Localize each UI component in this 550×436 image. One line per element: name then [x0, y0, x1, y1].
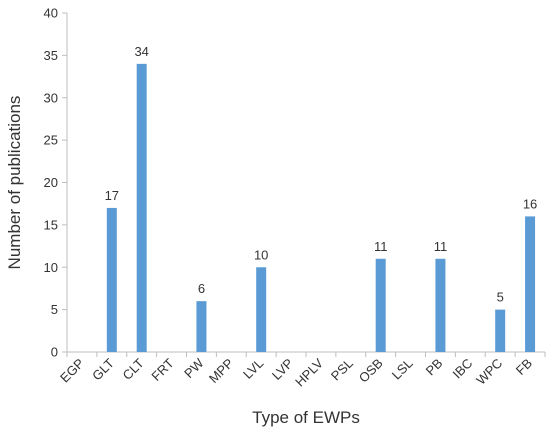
y-tick-label: 5	[51, 302, 58, 317]
data-label-clt: 34	[134, 44, 148, 59]
y-tick-label: 20	[44, 175, 58, 190]
y-axis-title: Number of publications	[5, 96, 24, 270]
x-tick-label: EGP	[57, 356, 87, 386]
x-tick-label: MPP	[206, 356, 237, 387]
y-axis: 0 5 10 15 20 25 30 35 40	[44, 6, 68, 360]
x-tick-label: LSL	[389, 356, 416, 383]
x-tick-label: PSL	[328, 356, 356, 384]
data-label-lvl: 10	[254, 247, 268, 262]
y-tick-label: 40	[44, 6, 58, 21]
x-tick-label: HPLV	[292, 355, 326, 389]
x-tick-label: FB	[513, 356, 535, 378]
y-tick-label: 25	[44, 133, 58, 148]
x-tick-label: WPC	[473, 356, 505, 388]
bar-pb	[435, 258, 446, 352]
bar-fb	[525, 216, 536, 352]
x-tick-label: GLT	[89, 355, 117, 383]
y-tick-label: 30	[44, 90, 58, 105]
x-axis-title: Type of EWPs	[252, 408, 360, 427]
x-tick-label: CLT	[120, 355, 147, 382]
x-tick-label: FRT	[148, 355, 176, 383]
x-tick-label: PW	[181, 355, 207, 381]
x-tick-label: IBC	[450, 356, 476, 382]
data-label-wpc: 5	[497, 290, 504, 305]
data-label-glt: 17	[105, 188, 119, 203]
data-label-pw: 6	[198, 281, 205, 296]
bar-pw	[196, 301, 207, 352]
data-label-pb: 11	[434, 239, 448, 254]
bar-glt	[106, 207, 117, 352]
bar-osb	[375, 258, 386, 352]
y-tick-label: 0	[51, 345, 58, 360]
bar-lvl	[256, 267, 267, 352]
data-label-osb: 11	[374, 239, 388, 254]
x-tick-label: PB	[423, 356, 446, 379]
data-labels: 17 34 6 10 11 11 5 16	[105, 44, 538, 305]
bars	[106, 63, 536, 352]
x-tick-label: LVL	[240, 356, 266, 382]
y-tick-label: 15	[44, 217, 58, 232]
data-label-fb: 16	[523, 196, 537, 211]
bar-wpc	[495, 309, 506, 352]
x-tick-label: OSB	[356, 356, 386, 386]
y-tick-label: 10	[44, 260, 58, 275]
y-tick-label: 35	[44, 48, 58, 63]
bar-clt	[136, 63, 147, 352]
